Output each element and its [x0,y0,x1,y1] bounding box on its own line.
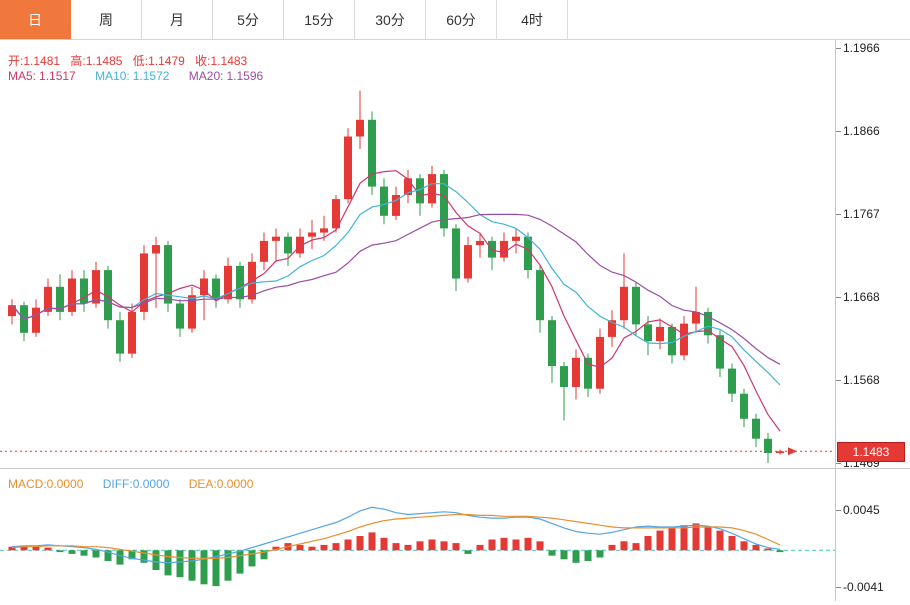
diff-value: DIFF:0.0000 [102,477,170,491]
dea-value: DEA:0.0000 [188,477,254,491]
interval-toolbar: 日 周 月 5分 15分 30分 60分 4时 [0,0,910,40]
current-price-badge: 1.1483 [837,442,905,462]
macd-panel: MACD:0.0000 DIFF:0.0000 DEA:0.0000 0.004… [0,468,910,602]
ma10-legend: MA10: 1.1572 [95,69,170,83]
price-tick: 1.1668 [836,290,880,304]
bottom-strip [0,601,910,605]
ma-legend: MA5: 1.1517 MA10: 1.1572 MA20: 1.1596 [8,69,279,83]
low-value: 低:1.1479 [132,54,185,68]
price-tick: 1.1866 [836,124,880,138]
tab-daily[interactable]: 日 [0,0,71,39]
tab-monthly[interactable]: 月 [142,0,213,39]
macd-value: MACD:0.0000 [8,477,84,491]
price-tick: 1.1966 [836,41,880,55]
tab-15min[interactable]: 15分 [284,0,355,39]
price-axis: 1.1966 1.1866 1.1767 1.1668 1.1568 1.146… [835,40,910,470]
open-value: 开:1.1481 [8,54,61,68]
candlestick-chart[interactable] [0,40,835,468]
tab-4hour[interactable]: 4时 [497,0,568,39]
current-price-arrow [788,447,797,456]
macd-tick: 0.0045 [836,503,880,517]
price-tick: 1.1568 [836,373,880,387]
tab-60min[interactable]: 60分 [426,0,497,39]
ohlc-readout: 开:1.1481 高:1.1485 低:1.1479 收:1.1483 [8,52,254,69]
ma20-legend: MA20: 1.1596 [188,69,264,83]
candlestick-panel: 开:1.1481 高:1.1485 低:1.1479 收:1.1483 MA5:… [0,40,910,470]
macd-legend: MACD:0.0000 DIFF:0.0000 DEA:0.0000 [8,477,269,491]
tab-weekly[interactable]: 周 [71,0,142,39]
high-value: 高:1.1485 [70,54,123,68]
tab-30min[interactable]: 30分 [355,0,426,39]
macd-chart[interactable] [0,469,835,601]
close-value: 收:1.1483 [195,54,248,68]
tab-5min[interactable]: 5分 [213,0,284,39]
macd-axis: 0.0045 -0.0041 [835,469,910,601]
ma5-legend: MA5: 1.1517 [8,69,76,83]
price-tick: 1.1767 [836,207,880,221]
macd-tick: -0.0041 [836,580,884,594]
